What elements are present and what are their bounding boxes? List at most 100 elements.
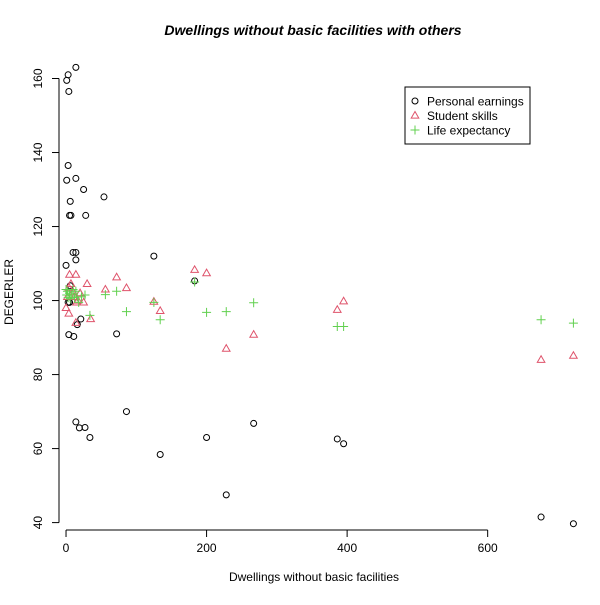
data-point — [81, 423, 89, 431]
data-point — [568, 350, 579, 359]
x-tick-label: 0 — [63, 541, 70, 555]
data-point — [65, 288, 75, 298]
data-point — [80, 290, 90, 300]
data-point — [86, 433, 94, 441]
y-axis: 40 60 80 100 120 140 160 — [31, 68, 60, 530]
data-point — [190, 277, 200, 287]
data-point — [203, 433, 211, 441]
data-point — [82, 278, 92, 287]
data-point — [189, 264, 200, 273]
y-tick-label: 140 — [31, 142, 45, 162]
data-point — [201, 268, 212, 277]
data-points — [61, 63, 579, 528]
data-point — [250, 419, 258, 427]
data-point — [72, 63, 80, 71]
data-point — [537, 513, 545, 521]
data-point — [85, 314, 96, 323]
legend-marker — [410, 110, 420, 119]
data-point — [338, 296, 349, 305]
legend-box — [404, 86, 531, 145]
data-point — [62, 261, 70, 269]
data-point — [64, 161, 72, 169]
data-point — [71, 269, 81, 278]
data-point — [65, 294, 75, 304]
y-tick-label: 120 — [31, 216, 45, 236]
data-point — [62, 286, 72, 296]
series-circle — [62, 63, 577, 528]
data-point — [80, 186, 88, 194]
data-point — [569, 520, 577, 528]
legend-label: Life expectancy — [427, 124, 510, 138]
data-point — [64, 71, 72, 79]
data-point — [202, 307, 212, 317]
data-point — [66, 197, 74, 205]
y-tick-label: 100 — [31, 290, 45, 310]
data-point — [156, 451, 164, 459]
data-point — [61, 302, 71, 312]
data-point — [71, 317, 81, 326]
data-point — [64, 269, 75, 278]
data-point — [248, 329, 259, 338]
x-tick-label: 200 — [197, 541, 217, 555]
data-point — [249, 298, 259, 308]
data-point — [155, 305, 165, 315]
x-tick-label: 400 — [337, 541, 357, 555]
data-point — [222, 491, 230, 499]
data-point — [72, 418, 80, 426]
data-point — [74, 297, 84, 307]
data-point — [64, 308, 74, 317]
data-point — [65, 87, 73, 95]
data-point — [536, 315, 546, 325]
data-point — [111, 272, 122, 281]
series-plus — [61, 277, 578, 331]
data-point — [340, 440, 348, 448]
data-point — [85, 310, 95, 320]
x-tick-label: 600 — [478, 541, 498, 555]
data-point — [122, 408, 130, 416]
x-axis: 0 200 400 600 — [63, 529, 498, 555]
data-point — [149, 297, 159, 307]
data-point — [150, 252, 158, 260]
data-point — [76, 292, 86, 302]
data-point — [112, 286, 122, 296]
data-point — [71, 286, 81, 296]
y-tick-label: 60 — [31, 442, 45, 456]
data-point — [121, 282, 132, 292]
x-axis-label: Dwellings without basic facilities — [229, 570, 399, 584]
data-point — [77, 315, 85, 323]
data-point — [73, 295, 83, 304]
data-point — [333, 435, 341, 443]
data-point — [67, 211, 75, 219]
data-point — [332, 304, 342, 313]
data-point — [536, 354, 546, 363]
data-point — [69, 248, 77, 256]
data-point — [72, 174, 80, 182]
data-point — [100, 193, 108, 201]
legend-label: Student skills — [427, 109, 498, 123]
data-point — [72, 248, 80, 256]
data-point — [339, 321, 349, 331]
chart-title: Dwellings without basic facilities with … — [164, 22, 461, 38]
y-tick-label: 80 — [31, 368, 45, 382]
y-tick-label: 160 — [31, 68, 45, 88]
data-point — [78, 297, 89, 306]
data-point — [72, 256, 80, 264]
data-point — [66, 278, 76, 287]
data-point — [155, 315, 165, 325]
legend-marker — [411, 97, 419, 105]
y-tick-label: 40 — [31, 516, 45, 530]
data-point — [70, 332, 78, 340]
y-axis-label: DEGERLER — [2, 259, 16, 325]
data-point — [121, 307, 131, 317]
data-point — [63, 176, 71, 184]
data-point — [221, 307, 231, 317]
data-point — [568, 318, 578, 328]
data-point — [100, 290, 110, 300]
legend-label: Personal earnings — [427, 95, 524, 109]
data-point — [113, 330, 121, 338]
legend-marker — [410, 125, 420, 135]
data-point — [221, 343, 231, 352]
